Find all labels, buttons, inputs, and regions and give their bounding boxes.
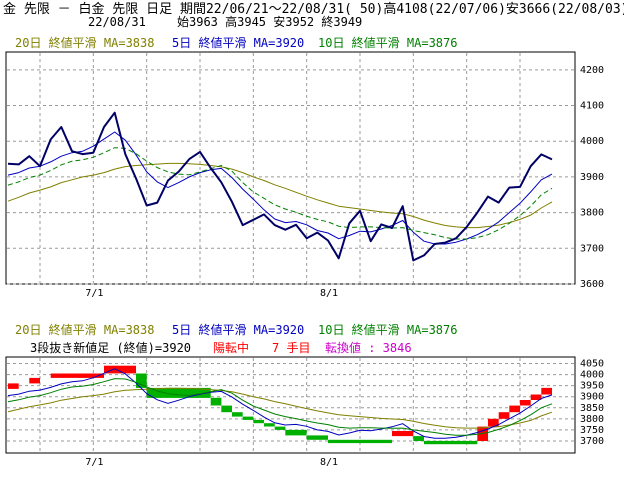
series-line-0 bbox=[7, 111, 553, 262]
y-tick-label: 3600 bbox=[580, 279, 604, 290]
renko-brick bbox=[274, 426, 286, 430]
renko-brick bbox=[242, 416, 254, 420]
renko-legend-ma5: 5日 終値平滑 MA=3920 bbox=[172, 322, 304, 337]
renko-brick bbox=[232, 412, 243, 417]
renko-brick bbox=[413, 436, 424, 441]
x-tick-label: 8/1 bbox=[320, 288, 338, 299]
header-ohlc: 始3963 高3945 安3952 終3949 bbox=[177, 14, 362, 29]
renko-brick bbox=[29, 377, 40, 384]
renko-brick bbox=[328, 439, 392, 444]
x-tick-label: 7/1 bbox=[85, 288, 103, 299]
y-tick-label: 4100 bbox=[580, 101, 604, 112]
renko-brick bbox=[509, 405, 520, 413]
y-tick-label: 3800 bbox=[580, 414, 604, 425]
y-tick-label: 3700 bbox=[580, 243, 604, 254]
renko-brick bbox=[104, 365, 136, 374]
y-tick-label: 3800 bbox=[580, 208, 604, 219]
y-tick-label: 3750 bbox=[580, 425, 604, 436]
series-line-3 bbox=[7, 147, 553, 240]
y-tick-label: 3950 bbox=[580, 381, 604, 392]
renko-brick bbox=[8, 383, 19, 389]
renko-count: 7 手目 bbox=[272, 341, 310, 355]
price-y-axis: 3600 3700 3800 3900 4000 4100 4200 bbox=[580, 65, 604, 290]
header-line1: 金 先限 － 白金 先限 日足 期間22/06/21～22/08/31( 50)… bbox=[3, 1, 624, 17]
renko-brick bbox=[221, 405, 232, 413]
renko-label: 3段抜き新値足 (終値)=3920 bbox=[30, 340, 191, 355]
y-tick-label: 3700 bbox=[580, 436, 604, 447]
series-line-1 bbox=[7, 162, 553, 229]
renko-brick bbox=[285, 429, 307, 436]
price-grid bbox=[7, 53, 576, 285]
renko-brick bbox=[541, 387, 552, 395]
legend-ma20: 20日 終値平滑 MA=3838 bbox=[15, 35, 154, 50]
renko-brick bbox=[424, 440, 478, 445]
renko-brick bbox=[520, 400, 531, 406]
y-tick-label: 3900 bbox=[580, 392, 604, 403]
renko-conversion-value: 転換値 : 3846 bbox=[325, 340, 412, 355]
y-tick-label: 4200 bbox=[580, 65, 604, 76]
price-panel bbox=[5, 51, 576, 285]
y-tick-label: 3900 bbox=[580, 172, 604, 183]
renko-brick bbox=[530, 394, 542, 400]
series-line-2 bbox=[7, 131, 553, 245]
renko-brick bbox=[253, 419, 264, 424]
x-tick-label: 7/1 bbox=[85, 457, 103, 468]
renko-brick bbox=[498, 412, 510, 419]
renko-x-axis: 7/1 8/1 bbox=[85, 457, 338, 468]
renko-bricks bbox=[8, 365, 552, 445]
renko-status: 陽転中 bbox=[213, 340, 249, 355]
renko-brick bbox=[488, 418, 499, 427]
x-tick-label: 8/1 bbox=[320, 457, 338, 468]
renko-brick bbox=[210, 397, 222, 406]
renko-ma-line-0 bbox=[7, 387, 553, 429]
renko-lines bbox=[7, 368, 553, 439]
renko-legend-ma10: 10日 終値平滑 MA=3876 bbox=[318, 322, 457, 337]
renko-brick bbox=[306, 435, 328, 440]
y-tick-label: 4000 bbox=[580, 370, 604, 381]
y-tick-label: 3850 bbox=[580, 403, 604, 414]
renko-brick bbox=[264, 423, 275, 427]
y-tick-label: 4000 bbox=[580, 136, 604, 147]
price-x-axis: 7/1 8/1 bbox=[85, 288, 338, 299]
y-tick-label: 4050 bbox=[580, 359, 604, 370]
renko-brick bbox=[392, 431, 414, 437]
legend-ma5: 5日 終値平滑 MA=3920 bbox=[172, 35, 304, 50]
renko-brick bbox=[50, 373, 104, 378]
renko-ma-line-2 bbox=[7, 378, 553, 436]
price-lines bbox=[7, 111, 553, 262]
renko-brick bbox=[136, 373, 147, 388]
header-date: 22/08/31 bbox=[88, 15, 146, 29]
renko-ma-line-1 bbox=[7, 368, 553, 439]
renko-legend-ma20: 20日 終値平滑 MA=3838 bbox=[15, 322, 154, 337]
legend-ma10: 10日 終値平滑 MA=3876 bbox=[318, 35, 457, 50]
renko-brick bbox=[146, 387, 211, 398]
